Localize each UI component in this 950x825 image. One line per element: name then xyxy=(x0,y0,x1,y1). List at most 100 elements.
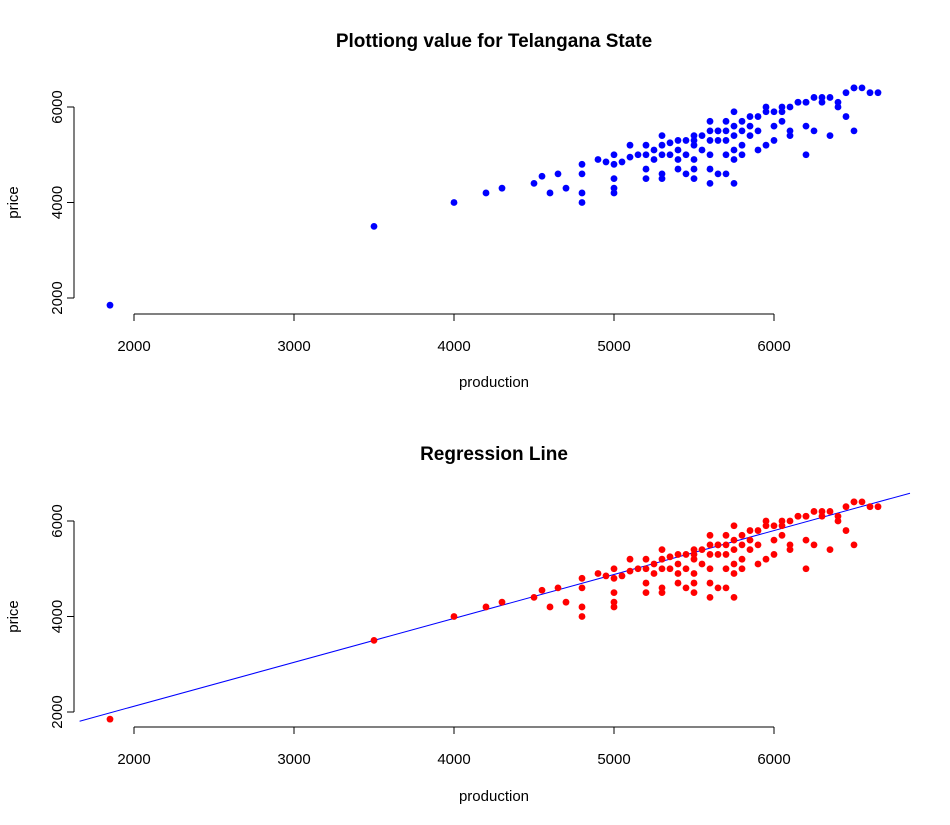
data-point xyxy=(730,146,738,154)
data-point xyxy=(738,531,746,539)
data-point xyxy=(578,584,586,592)
data-point xyxy=(698,560,706,568)
data-point xyxy=(634,565,642,573)
data-point xyxy=(674,551,682,558)
y-tick-label: 2000 xyxy=(49,695,66,728)
data-point xyxy=(698,132,706,140)
x-tick-label: 6000 xyxy=(757,338,790,355)
y-tick-label: 4000 xyxy=(49,186,66,219)
data-point xyxy=(690,137,698,144)
data-point xyxy=(650,146,658,154)
data-point xyxy=(714,551,722,558)
data-point xyxy=(690,570,698,577)
data-point xyxy=(762,517,770,525)
data-point xyxy=(802,565,810,573)
data-point xyxy=(730,570,738,577)
data-point xyxy=(682,170,690,178)
data-point xyxy=(642,555,650,563)
data-point xyxy=(722,531,730,539)
data-point xyxy=(538,586,546,594)
data-point xyxy=(706,579,714,587)
data-point xyxy=(610,175,618,183)
data-point xyxy=(690,165,698,173)
data-point xyxy=(802,98,810,106)
chart-title: Regression Line xyxy=(420,444,568,465)
data-point xyxy=(666,139,674,147)
chart-panel-1: Plottiong value for Telangana State 2000 3… xyxy=(5,31,882,391)
data-point xyxy=(674,146,682,154)
data-point xyxy=(866,503,874,511)
data-point xyxy=(690,175,698,183)
data-point xyxy=(754,541,762,549)
data-point xyxy=(778,103,786,111)
data-point xyxy=(762,141,770,149)
data-point xyxy=(866,89,874,97)
data-point xyxy=(674,570,682,577)
data-point xyxy=(786,546,794,554)
data-point xyxy=(722,584,730,592)
data-point xyxy=(706,541,714,549)
data-point xyxy=(578,160,586,168)
data-point xyxy=(578,613,586,620)
data-point xyxy=(706,180,714,187)
data-point xyxy=(746,536,754,544)
data-point xyxy=(666,151,674,159)
data-point xyxy=(674,165,682,173)
data-point xyxy=(778,517,786,525)
data-point xyxy=(634,151,642,159)
data-point xyxy=(722,127,730,135)
data-point xyxy=(106,301,114,309)
data-point xyxy=(754,113,762,120)
data-point xyxy=(610,184,618,192)
data-point xyxy=(498,184,506,192)
data-point xyxy=(626,153,634,161)
data-point xyxy=(658,170,666,178)
data-point xyxy=(826,94,834,101)
data-point xyxy=(610,151,618,159)
data-point xyxy=(682,137,690,144)
data-point xyxy=(650,560,658,568)
y-tick-label: 2000 xyxy=(49,281,66,314)
data-point xyxy=(682,565,690,573)
data-point xyxy=(786,517,794,525)
data-point xyxy=(770,551,778,558)
data-point xyxy=(682,551,690,558)
data-point xyxy=(730,546,738,554)
data-point xyxy=(642,589,650,597)
data-point xyxy=(690,132,698,140)
data-point xyxy=(738,541,746,549)
data-point xyxy=(482,603,490,611)
x-tick-label: 2000 xyxy=(117,338,150,355)
data-point xyxy=(706,151,714,159)
data-point xyxy=(538,172,546,180)
data-point xyxy=(642,165,650,173)
data-point xyxy=(730,108,738,116)
data-point xyxy=(642,175,650,183)
data-point xyxy=(618,158,626,166)
x-tick-label: 4000 xyxy=(437,751,470,768)
data-point xyxy=(722,137,730,144)
data-point xyxy=(658,555,666,563)
y-tick-label: 4000 xyxy=(49,600,66,633)
data-point xyxy=(602,158,610,166)
data-point xyxy=(810,127,818,135)
data-point xyxy=(818,94,826,101)
data-point xyxy=(658,175,666,183)
data-point xyxy=(578,170,586,178)
data-point xyxy=(746,546,754,554)
data-point xyxy=(778,522,786,530)
data-point xyxy=(858,84,866,92)
data-point xyxy=(794,98,802,106)
data-point xyxy=(826,508,834,515)
data-point xyxy=(778,531,786,539)
data-point xyxy=(770,108,778,116)
data-point xyxy=(754,560,762,568)
data-point xyxy=(690,579,698,587)
data-point xyxy=(850,541,858,549)
data-point xyxy=(658,132,666,140)
data-point xyxy=(746,132,754,140)
data-point xyxy=(786,103,794,111)
data-point xyxy=(626,567,634,575)
